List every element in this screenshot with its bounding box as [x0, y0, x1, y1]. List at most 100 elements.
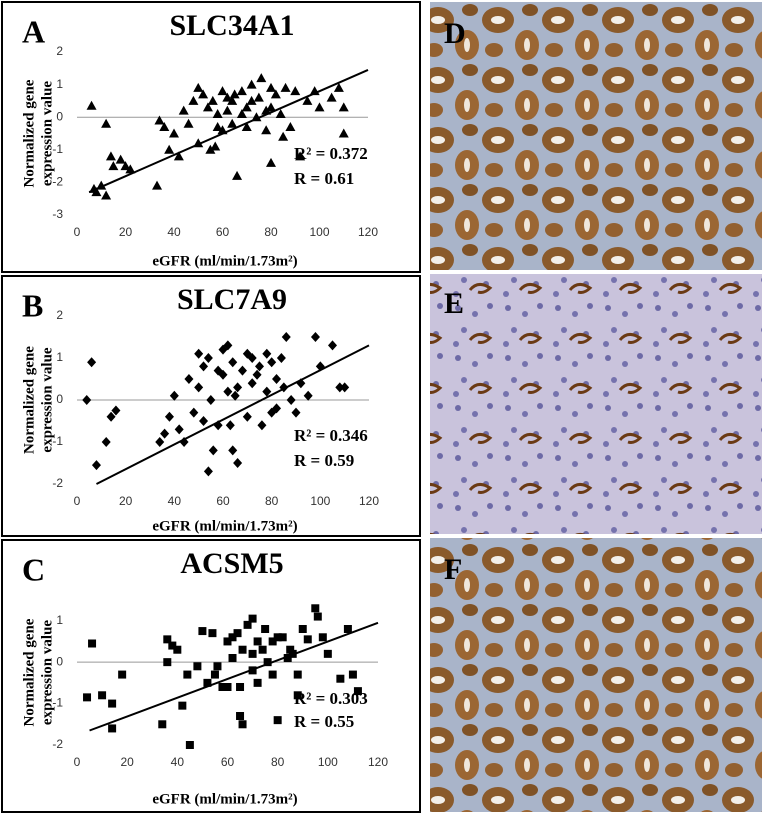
data-point [106, 411, 116, 422]
chart-title: SLC34A1 [169, 9, 294, 42]
data-point [333, 82, 344, 92]
data-point [236, 86, 247, 96]
data-point [228, 654, 237, 662]
data-point [202, 102, 213, 112]
data-point [291, 407, 301, 418]
data-point [348, 670, 357, 679]
data-point [208, 445, 218, 456]
data-point [198, 89, 209, 99]
data-point [193, 82, 204, 92]
data-point [262, 348, 272, 359]
data-point [273, 716, 282, 725]
data-point [286, 395, 296, 405]
data-point [184, 374, 194, 384]
data-point [262, 386, 272, 397]
panel-label: A [22, 13, 45, 49]
x-tick-label: 20 [119, 494, 133, 508]
data-point [198, 627, 207, 636]
data-point [261, 125, 272, 135]
data-point [314, 102, 325, 112]
data-point [183, 118, 194, 128]
y-axis-label: Normalized gene [21, 618, 37, 726]
histology-images: D E F [430, 2, 762, 812]
data-point [236, 683, 245, 691]
data-point [86, 100, 97, 110]
y-axis-label: expression value [39, 620, 55, 725]
data-point [296, 378, 306, 389]
data-point [83, 693, 92, 702]
data-point [185, 741, 194, 749]
data-point [336, 674, 345, 683]
data-point [206, 395, 216, 405]
data-point [179, 437, 189, 447]
data-point [268, 670, 277, 679]
data-point [210, 141, 221, 151]
data-point [173, 151, 184, 161]
annotation: R = 0.59 [294, 451, 354, 470]
data-point [353, 687, 362, 696]
data-point [120, 161, 131, 171]
data-point [178, 701, 187, 710]
data-point [155, 437, 165, 447]
data-point [238, 720, 247, 729]
x-tick-label: 120 [359, 494, 379, 508]
x-axis-label: eGFR (ml/min/1.73m²) [152, 253, 297, 269]
data-point [276, 353, 286, 363]
data-point [246, 79, 257, 89]
annotation: R² = 0.303 [294, 689, 368, 708]
histology-image [430, 2, 762, 270]
data-point [266, 157, 276, 167]
x-axis-label: eGFR (ml/min/1.73m²) [152, 518, 297, 534]
data-point [281, 332, 291, 342]
data-point [213, 662, 222, 671]
data-point [178, 105, 189, 115]
data-point [253, 678, 262, 687]
y-axis-label: expression value [39, 81, 55, 186]
data-point [174, 424, 184, 435]
data-point [326, 92, 337, 102]
data-point [253, 637, 262, 646]
x-tick-label: 20 [120, 755, 134, 769]
data-point [285, 121, 296, 131]
data-point [302, 95, 313, 105]
x-tick-label: 0 [74, 225, 81, 239]
data-point [82, 395, 92, 405]
data-point [222, 105, 233, 115]
data-point [303, 635, 312, 644]
data-point [169, 128, 179, 138]
data-point [232, 170, 243, 180]
trend-line [89, 621, 379, 732]
y-tick-label: 2 [56, 44, 63, 58]
data-point [313, 612, 322, 621]
panel-frame [1, 539, 421, 813]
data-point [230, 390, 240, 401]
data-point [101, 437, 111, 447]
histology-image [430, 538, 762, 812]
x-tick-label: 60 [216, 494, 230, 508]
data-point [293, 691, 302, 700]
plot-panels [1, 1, 421, 813]
data-point [248, 649, 257, 658]
data-point [207, 95, 218, 105]
data-point [298, 625, 307, 633]
data-point [222, 92, 233, 102]
data-point [279, 382, 289, 393]
data-point [318, 633, 327, 642]
y-axis-label: Normalized gene [21, 79, 37, 187]
data-point [280, 82, 291, 92]
data-point [108, 161, 119, 171]
annotation: R² = 0.346 [294, 426, 368, 445]
image-label: F [444, 553, 462, 586]
data-point [227, 95, 238, 105]
x-tick-label: 60 [216, 225, 230, 239]
data-point [227, 118, 238, 128]
y-tick-label: 2 [56, 308, 63, 322]
data-point [338, 128, 349, 138]
data-point [193, 138, 204, 148]
data-point [253, 92, 264, 102]
data-point [205, 144, 216, 154]
data-point [88, 183, 99, 193]
x-tick-label: 100 [318, 755, 338, 769]
data-point [241, 102, 252, 112]
data-point [194, 348, 204, 359]
